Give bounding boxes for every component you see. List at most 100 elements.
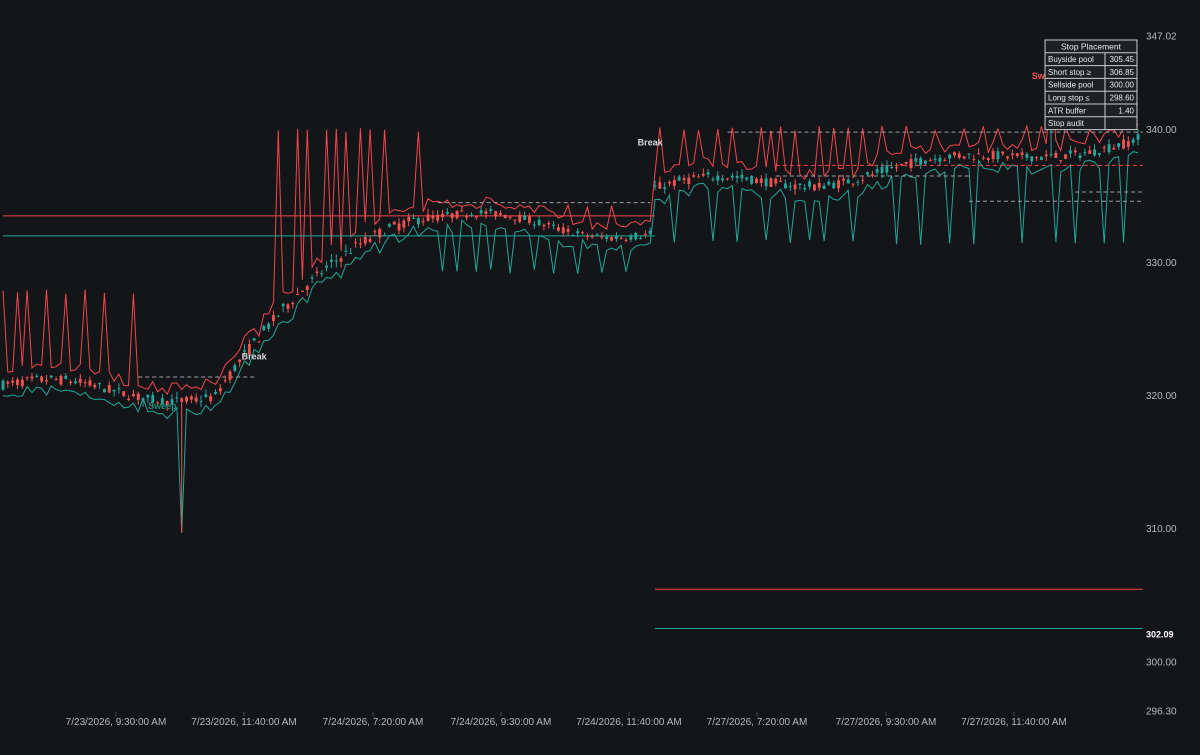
candle-body: [407, 216, 411, 222]
candle: [6, 380, 10, 388]
candle-body: [586, 236, 589, 237]
candle-body: [523, 215, 527, 220]
candle-body: [64, 375, 68, 379]
candle-body: [35, 375, 39, 377]
candle: [1083, 148, 1087, 156]
candle-body: [107, 385, 111, 393]
table-row-label: ATR buffer: [1048, 106, 1086, 115]
table-row-label: Stop audit: [1048, 119, 1085, 128]
candle: [909, 153, 913, 172]
candle: [904, 161, 908, 167]
candle: [634, 231, 638, 241]
candle: [122, 391, 126, 398]
candle-body: [310, 277, 314, 279]
candle: [759, 175, 763, 188]
candle: [223, 375, 227, 384]
candle: [880, 162, 884, 179]
candle: [291, 301, 295, 309]
candle: [1131, 137, 1135, 146]
candle-body: [513, 219, 517, 221]
candle-body: [846, 179, 850, 184]
candle-body: [566, 229, 570, 232]
time-tick-label: 7/27/2026, 7:20:00 AM: [707, 717, 808, 728]
candle: [890, 162, 894, 169]
candle: [189, 394, 193, 403]
candle: [315, 267, 319, 277]
candle: [996, 147, 1000, 164]
candle: [494, 210, 498, 220]
candle-body: [156, 402, 159, 404]
candle: [977, 148, 981, 155]
candle-body: [1102, 147, 1106, 149]
candle: [1097, 152, 1101, 158]
candle-body: [1025, 154, 1029, 158]
candle-body: [518, 214, 522, 222]
candle-body: [1011, 153, 1014, 155]
candle: [363, 232, 367, 247]
candle-body: [721, 178, 725, 181]
candle-body: [1126, 141, 1130, 147]
candle-body: [1131, 139, 1135, 143]
candle: [83, 379, 87, 388]
candle-body: [904, 161, 908, 164]
time-axis[interactable]: 7/23/2026, 9:30:00 AM 7/23/2026, 11:40:00…: [66, 712, 1067, 728]
candle-body: [49, 375, 53, 378]
candle: [663, 182, 667, 194]
candle: [1059, 160, 1063, 164]
candle-body: [276, 315, 280, 317]
candle-body: [368, 239, 372, 242]
candle-body: [1078, 155, 1082, 158]
candle-body: [494, 211, 498, 217]
price-tick-label: 296.30: [1146, 707, 1177, 718]
candle: [1, 379, 5, 391]
price-axis[interactable]: 347.02 340.00 330.00 320.00 310.00 302.09 300.…: [1146, 32, 1177, 718]
candle-body: [25, 377, 29, 379]
candle-body: [677, 176, 681, 181]
candle: [1044, 149, 1048, 162]
candle: [672, 175, 676, 190]
candle-body: [991, 151, 995, 159]
candle: [586, 233, 589, 241]
candle-body: [590, 236, 594, 238]
candle: [465, 213, 469, 221]
candle-body: [542, 224, 546, 227]
candle-body: [412, 217, 415, 219]
candle: [648, 227, 652, 235]
candle-body: [788, 186, 792, 188]
candle-body: [194, 397, 198, 402]
candle: [692, 172, 696, 178]
candle: [1054, 150, 1058, 158]
candle-body: [214, 391, 217, 394]
candle-body: [692, 175, 696, 177]
candle-body: [1117, 143, 1121, 147]
candle-body: [218, 388, 222, 392]
candle-body: [682, 178, 686, 181]
candle: [547, 220, 551, 229]
time-tick-label: 7/24/2026, 9:30:00 AM: [451, 717, 552, 728]
candle-body: [668, 181, 671, 184]
candle: [257, 340, 261, 343]
candle: [682, 174, 686, 184]
candle-body: [262, 326, 266, 331]
candle-body: [78, 378, 82, 383]
candle-body: [146, 394, 150, 398]
candle-body: [740, 174, 744, 179]
candle-body: [112, 390, 116, 392]
candle: [426, 208, 430, 222]
candle-body: [822, 185, 826, 189]
candle-body: [595, 234, 599, 236]
candle-body: [136, 393, 140, 400]
candle: [711, 176, 715, 182]
candle-body: [1015, 153, 1019, 157]
candle-body: [648, 230, 652, 235]
candle: [98, 382, 101, 389]
candle-body: [629, 235, 633, 240]
candle-body: [619, 238, 623, 240]
candle-body: [624, 239, 628, 241]
candle: [1107, 139, 1111, 155]
candle-body: [402, 220, 406, 228]
time-tick-label: 7/27/2026, 9:30:00 AM: [836, 717, 937, 728]
candle-body: [614, 236, 618, 239]
candle-body: [204, 394, 208, 397]
candle: [943, 157, 947, 162]
